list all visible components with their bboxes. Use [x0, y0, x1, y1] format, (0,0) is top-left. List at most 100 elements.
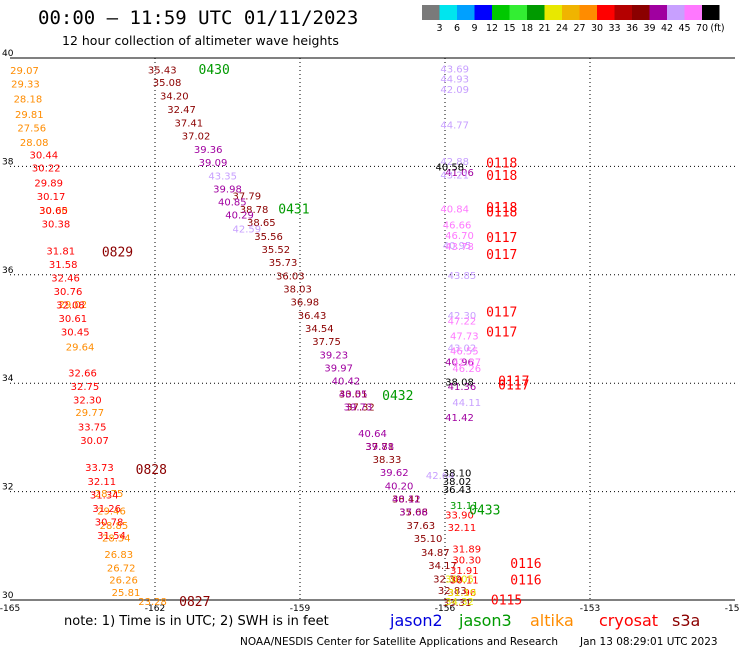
colorbar-swatch [614, 5, 632, 20]
swh-label: 31.54 [97, 531, 126, 542]
swh-label: 40.55 [339, 389, 368, 400]
swh-label: 31.11 [450, 501, 479, 512]
swh-label: 43.69 [440, 64, 469, 75]
colorbar-label: 6 [454, 23, 460, 34]
swh-label: 39.88 [365, 442, 394, 453]
swh-label: 43.78 [445, 242, 474, 253]
swh-label: 40.64 [358, 429, 387, 440]
colorbar-swatch [579, 5, 597, 20]
swh-label: 36.98 [291, 297, 320, 308]
swh-label: 30.22 [32, 163, 61, 174]
pass-time-label: 0118 [486, 157, 517, 172]
swh-label: 26.83 [104, 550, 133, 561]
swh-label: 32.11 [448, 523, 477, 534]
swh-label: 40.58 [436, 162, 465, 173]
colorbar-label: 39 [643, 23, 655, 34]
swh-label: 31.89 [452, 545, 481, 556]
swh-label: 37.79 [233, 192, 262, 203]
swh-label: 46.70 [445, 231, 474, 242]
swh-label: 39.36 [194, 145, 223, 156]
swh-label: 31.91 [450, 566, 479, 577]
swh-label: 34.32 [445, 597, 474, 608]
swh-label: 25.81 [112, 588, 141, 599]
y-tick-label: 34 [2, 374, 14, 384]
colorbar-swatch [649, 5, 667, 20]
pass-time-label: 0115 [491, 593, 522, 608]
swh-label: 40.84 [440, 205, 469, 216]
swh-label: 43.85 [448, 271, 477, 282]
colorbar-label: 42 [661, 23, 673, 34]
swh-label: 37.75 [312, 337, 341, 348]
swh-label: 32.75 [71, 382, 100, 393]
colorbar-label: 12 [486, 23, 498, 34]
swh-label: 38.08 [445, 378, 474, 389]
swh-label: 40.85 [218, 198, 247, 209]
y-tick-label: 32 [2, 483, 13, 493]
x-tick-label: -159 [290, 604, 311, 614]
swh-label: 35.43 [148, 65, 177, 76]
swh-label: 42.87 [452, 358, 481, 369]
swh-label: 38.02 [443, 477, 472, 488]
swh-label: 41.36 [448, 382, 477, 393]
swh-label: 37.06 [399, 508, 428, 519]
pass-time-label: 0828 [136, 463, 167, 478]
swh-label: 30.45 [61, 328, 90, 339]
swh-label: 46.26 [452, 364, 481, 375]
swh-label: 29.07 [10, 66, 39, 77]
swh-label: 31.26 [92, 504, 121, 515]
swh-label: 33.90 [445, 510, 474, 521]
swh-label: 30.38 [42, 219, 71, 230]
swh-label: 40.42 [332, 376, 361, 387]
swh-label: 32.30 [73, 395, 102, 406]
colorbar-swatch [492, 5, 510, 20]
swh-label: 38.65 [247, 218, 276, 229]
swh-label: 38.33 [373, 455, 402, 466]
y-tick-label: 40 [2, 49, 14, 59]
colorbar-label: 3 [436, 23, 442, 34]
swh-label: 32.66 [68, 368, 97, 379]
plot-frame [10, 57, 735, 601]
colorbar-swatch [457, 5, 475, 20]
swh-label: 33.73 [85, 463, 114, 474]
swh-label: 42.64 [426, 471, 455, 482]
swh-label: 42.88 [440, 157, 469, 168]
pass-time-label: 0117 [498, 374, 529, 389]
x-tick-label: -162 [145, 604, 165, 614]
swh-label: 31.81 [46, 246, 75, 257]
swh-label: 38.41 [392, 495, 421, 506]
pass-time-label: 0118 [486, 201, 517, 216]
swh-label: 33.75 [78, 423, 107, 434]
colorbar-label: 33 [608, 23, 620, 34]
swh-label: 37.32 [346, 403, 375, 414]
swh-label: 43.02 [448, 343, 477, 354]
swh-label: 35.68 [399, 508, 428, 519]
swh-label: 30.00 [39, 206, 68, 217]
swh-label: 33.31 [443, 598, 472, 609]
colorbar-swatch [562, 5, 580, 20]
swh-label: 35.56 [254, 232, 283, 243]
swh-label: 34.87 [421, 548, 450, 559]
swh-label: 35.52 [262, 245, 291, 256]
swh-label: 30.07 [80, 436, 109, 447]
swh-label: 36.43 [298, 311, 327, 322]
colorbar-label: 45 [678, 23, 690, 34]
swh-label: 30.17 [37, 192, 66, 203]
colorbar-swatch [527, 5, 545, 20]
pass-time-label: 0432 [382, 389, 413, 404]
pass-time-label: 0827 [179, 595, 210, 610]
swh-label: 35.73 [269, 258, 298, 269]
swh-label: 30.30 [452, 555, 481, 566]
colorbar-label: 27 [573, 23, 585, 34]
swh-label: 44.11 [452, 398, 481, 409]
swh-label: 29.33 [11, 79, 40, 90]
swh-label: 31.19 [448, 588, 477, 599]
swh-label: 30.11 [450, 575, 479, 586]
swh-label: 41.42 [445, 413, 474, 424]
pass-labels: 0430043104320433082908280827011801180118… [102, 63, 542, 610]
swh-label: 34.17 [428, 561, 457, 572]
colorbar-label: 70 [696, 23, 708, 34]
swh-label: 32.39 [433, 574, 462, 585]
colorbar-label: 36 [626, 23, 638, 34]
x-tick-label: -156 [435, 604, 456, 614]
chart-title: 00:00 – 11:59 UTC 01/11/2023 [38, 7, 358, 29]
